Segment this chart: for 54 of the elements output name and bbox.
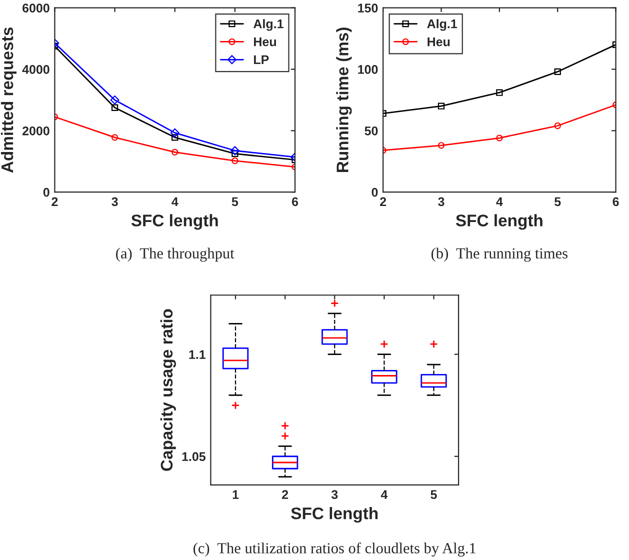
point <box>110 95 120 104</box>
legend-label: Alg.1 <box>427 19 458 31</box>
y-axis-title: Running time (ms) <box>336 28 352 172</box>
x-axis-title: SFC length <box>131 214 218 230</box>
x-tick-label: 3 <box>438 197 444 206</box>
x-tick-label: 5 <box>430 490 437 500</box>
x-tick-label: 3 <box>331 490 338 500</box>
x-tick-label: 2 <box>52 197 58 206</box>
y-tick-label: 1.05 <box>182 452 206 462</box>
y-tick-label: 1.1 <box>189 350 206 359</box>
y-tick-label: 0 <box>43 188 50 197</box>
legend-label: Heu <box>254 38 276 46</box>
y-axis-title: Admitted requests <box>0 27 16 173</box>
legend-label: Alg.1 <box>254 19 284 31</box>
x-tick-label: 3 <box>112 197 118 206</box>
x-tick-label: 4 <box>172 197 178 206</box>
x-tick-label: 6 <box>292 197 298 206</box>
y-tick-label: 150 <box>358 4 378 12</box>
point <box>172 134 178 141</box>
legend-label: LP <box>254 55 269 64</box>
point <box>554 122 561 130</box>
y-tick-label: 0 <box>372 188 378 197</box>
y-tick-label: 6000 <box>22 4 50 12</box>
x-axis-title: SFC length <box>456 214 542 230</box>
point <box>496 89 503 96</box>
point <box>230 146 240 156</box>
legend-label: Heu <box>428 38 450 46</box>
point <box>111 104 118 111</box>
y-tick-label: 50 <box>364 126 378 136</box>
point <box>438 142 445 149</box>
x-tick-label: 2 <box>380 197 386 206</box>
text: (a) The throughput <box>116 248 234 262</box>
x-tick-label: 4 <box>496 197 503 206</box>
point <box>170 128 180 138</box>
point <box>438 102 445 110</box>
point <box>554 68 561 76</box>
text: (b) The running times <box>431 248 568 262</box>
x-axis-title: SFC length <box>291 507 378 523</box>
point <box>232 157 238 164</box>
x-tick-label: 4 <box>380 490 388 499</box>
y-tick-label: 100 <box>358 65 378 74</box>
text: (c) The utilization ratios of cloudlets by Alg.1 <box>194 542 476 557</box>
point <box>496 134 503 142</box>
x-tick-label: 5 <box>232 197 238 206</box>
x-tick-label: 6 <box>612 197 619 206</box>
x-tick-label: 5 <box>554 197 561 206</box>
x-tick-label: 1 <box>232 490 239 499</box>
y-tick-label: 4000 <box>22 65 50 74</box>
point <box>172 148 178 156</box>
point <box>111 134 118 141</box>
y-axis-title: Capacity usage ratio <box>160 309 176 471</box>
point <box>232 150 238 158</box>
x-tick-label: 2 <box>282 490 288 499</box>
y-tick-label: 2000 <box>22 126 50 136</box>
